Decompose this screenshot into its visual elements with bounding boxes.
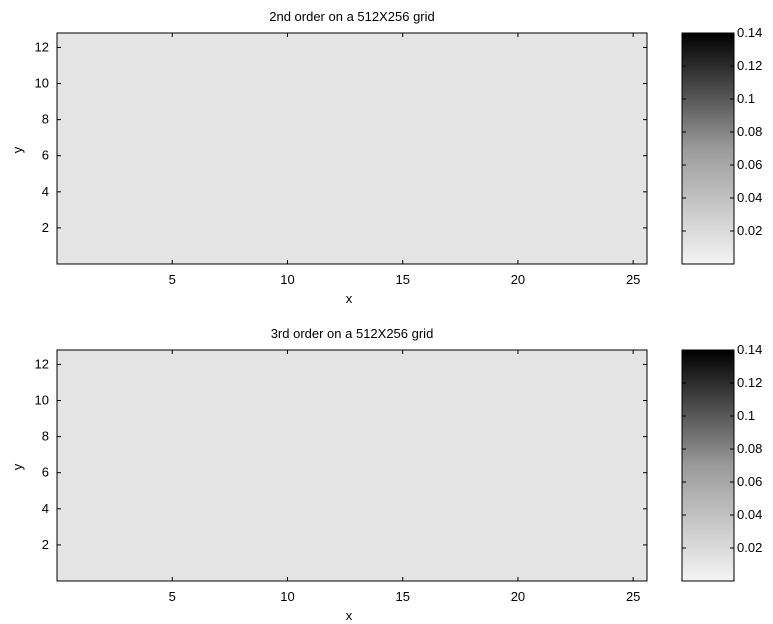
- panel-1-x-tick-label-5: 25: [626, 272, 640, 287]
- panel-2-colorbar-tick-label-4: 0.08: [737, 441, 762, 456]
- panel-1-heatmap: [57, 33, 647, 264]
- panel-2-title: 3rd order on a 512X256 grid: [271, 326, 434, 341]
- panel-1-colorbar-tick-label-4: 0.08: [737, 124, 762, 139]
- panel-1-colorbar-tick-label-6: 0.12: [737, 58, 762, 73]
- panel-1-feature-4-background: [57, 33, 647, 264]
- panel-2-y-tick-label-3: 6: [42, 465, 49, 480]
- panel-1-y-tick-label-3: 6: [42, 148, 49, 163]
- panel-2-colorbar-tick-label-2: 0.04: [737, 507, 762, 522]
- panel-2-x-tick-label-3: 15: [395, 589, 409, 604]
- panel-2-colorbar-tick-label-1: 0.02: [737, 540, 762, 555]
- panel-1-colorbar-tick-label-7: 0.14: [737, 25, 762, 40]
- panel-1-y-tick-label-5: 10: [35, 76, 49, 91]
- panel-1-colorbar-tick-label-3: 0.06: [737, 157, 762, 172]
- panel-1-title: 2nd order on a 512X256 grid: [269, 9, 435, 24]
- panel-1-colorbar-ticks: 0.02 0.04 0.06 0.08 0.1 0.12 0.14: [682, 25, 762, 238]
- panel-1-x-tick-label-2: 10: [280, 272, 294, 287]
- panel-2-y-label: y: [10, 463, 25, 470]
- panel-2-plot-frame: [56, 349, 648, 582]
- panel-2-colorbar-tick-label-5: 0.1: [737, 408, 755, 423]
- panel-2-colorbar-tick-label-6: 0.12: [737, 375, 762, 390]
- panel-2-x-tick-label-2: 10: [280, 589, 294, 604]
- panel-2-axes: 5 10 15 20 25 2 4 6 8 10 12: [35, 350, 647, 604]
- panel-2-x-tick-label-4: 20: [511, 589, 525, 604]
- panel-2-heatmap: [57, 350, 647, 581]
- panel-1-y-tick-label-1: 2: [42, 220, 49, 235]
- panel-1-y-tick-label-6: 12: [35, 39, 49, 54]
- panel-1-colorbar-tick-label-5: 0.1: [737, 91, 755, 106]
- panel-2-x-tick-label-5: 25: [626, 589, 640, 604]
- panel-2-colorbar-tick-label-3: 0.06: [737, 474, 762, 489]
- panel-2-feature-4-background: [57, 350, 647, 581]
- panel-2-x-tick-label-1: 5: [169, 589, 176, 604]
- panel-2-x-label: x: [346, 608, 353, 623]
- panel-1-y-tick-label-2: 4: [42, 184, 49, 199]
- panel-2-colorbar-tick-label-7: 0.14: [737, 342, 762, 357]
- panel-2-colorbar: [681, 349, 735, 582]
- panel-2-y-tick-label-2: 4: [42, 501, 49, 516]
- panel-1-colorbar-tick-label-1: 0.02: [737, 223, 762, 238]
- panel-2-y-tick-label-6: 12: [35, 356, 49, 371]
- panel-1-colorbar-tick-label-2: 0.04: [737, 190, 762, 205]
- panel-1-x-tick-label-3: 15: [395, 272, 409, 287]
- panel-2-y-tick-label-1: 2: [42, 537, 49, 552]
- panel-2: 3rd order on a 512X256 grid 5 10 15 20 25 2 4 6…: [10, 326, 762, 623]
- panel-1-x-label: x: [346, 291, 353, 306]
- panel-1-x-tick-label-1: 5: [169, 272, 176, 287]
- panel-2-y-tick-label-4: 8: [42, 429, 49, 444]
- panel-2-y-tick-label-5: 10: [35, 393, 49, 408]
- panel-1-y-tick-label-4: 8: [42, 112, 49, 127]
- panel-1: 2nd order on a 512X256 grid 5 10 15 20 25 2 4 6…: [10, 9, 762, 306]
- panel-2-colorbar-ticks: 0.02 0.04 0.06 0.08 0.1 0.12 0.14: [682, 342, 762, 555]
- panel-1-colorbar: [681, 32, 735, 265]
- panel-1-x-tick-label-4: 20: [511, 272, 525, 287]
- panel-1-axes: 5 10 15 20 25 2 4 6 8 10 12: [35, 33, 647, 287]
- panel-1-y-label: y: [10, 146, 25, 153]
- panel-1-plot-frame: [56, 32, 648, 265]
